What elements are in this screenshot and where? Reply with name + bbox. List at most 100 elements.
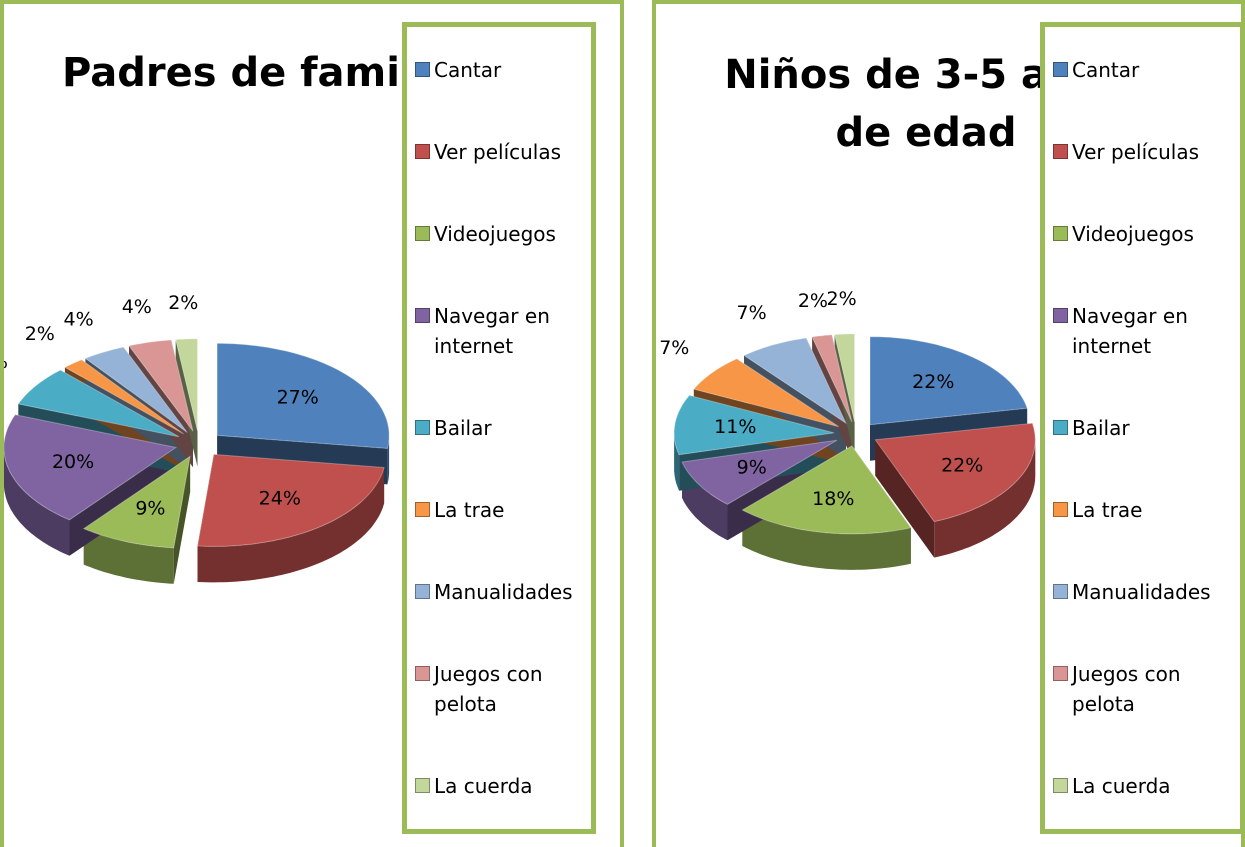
legend-label: La cuerda — [1072, 774, 1171, 798]
data-label: 2% — [25, 323, 55, 345]
legend-entry: Bailar — [415, 413, 587, 443]
legend-label: Manualidades — [434, 580, 573, 604]
legend-swatch — [415, 420, 430, 435]
legend-label: La trae — [1072, 498, 1143, 522]
pie-slice — [874, 422, 1036, 523]
slice-wall — [197, 467, 385, 583]
data-label: 9% — [737, 456, 767, 478]
data-label: 27% — [277, 387, 319, 409]
legend-entry: Ver películas — [1053, 137, 1236, 167]
legend-label: Bailar — [434, 416, 492, 440]
data-label: 24% — [259, 488, 301, 510]
pie-slice — [681, 439, 838, 505]
legend-label: Juegos con pelota — [1072, 662, 1181, 716]
legend-swatch — [415, 226, 430, 241]
data-label: 11% — [714, 416, 756, 438]
data-label: 9% — [135, 498, 165, 520]
slice-wall — [83, 528, 174, 584]
slice-wall — [742, 510, 911, 570]
legend-swatch — [415, 144, 430, 159]
data-label: 7% — [659, 337, 689, 359]
legend-label: Cantar — [1072, 58, 1140, 82]
data-label: 22% — [941, 455, 983, 477]
legend: Cantar Ver películas Videojuegos Navegar en… — [1040, 22, 1241, 834]
legend-swatch — [1053, 584, 1068, 599]
legend-entry: La cuerda — [415, 771, 587, 801]
legend-entry: Navegar en internet — [1053, 301, 1236, 361]
legend-swatch — [415, 308, 430, 323]
data-label: 2% — [798, 290, 828, 312]
legend-entry: Juegos con pelota — [415, 659, 587, 719]
pie-chart: 22% 22% 18% 9% 11% 7% 7% 2%2% — [659, 288, 1036, 570]
legend-swatch — [415, 778, 430, 793]
legend-swatch — [1053, 308, 1068, 323]
legend-entry: La trae — [415, 495, 587, 525]
legend-swatch — [1053, 666, 1068, 681]
legend-swatch — [1053, 420, 1068, 435]
legend-swatch — [1053, 144, 1068, 159]
legend-entry: Manualidades — [1053, 577, 1236, 607]
slice-side — [175, 339, 198, 467]
legend-label: Navegar en internet — [1072, 304, 1188, 358]
legend-swatch — [1053, 502, 1068, 517]
chart-title: Padres de familia — [62, 50, 455, 96]
legend-label: Manualidades — [1072, 580, 1211, 604]
legend-label: Juegos con pelota — [434, 662, 543, 716]
legend-entry: Cantar — [415, 55, 587, 85]
data-label: 20% — [52, 451, 94, 473]
pie-slice — [833, 333, 856, 423]
slice-side — [875, 439, 935, 558]
legend-entry: Navegar en internet — [415, 301, 587, 361]
legend-label: Ver películas — [1072, 140, 1200, 164]
legend-label: Bailar — [1072, 416, 1130, 440]
data-label: 7% — [737, 302, 767, 324]
legend-swatch — [415, 666, 430, 681]
chart-panel: 22% 22% 18% 9% 11% 7% 7% 2% 2% Niños de 3-5 años… — [652, 0, 1245, 847]
data-label: 4% — [64, 309, 94, 331]
legend-swatch — [1053, 778, 1068, 793]
legend-entry: Juegos con pelota — [1053, 659, 1236, 719]
pie-slice — [84, 346, 188, 433]
data-label: 4% — [122, 296, 152, 318]
pie-slice — [82, 455, 191, 549]
legend-entry: Manualidades — [415, 577, 587, 607]
legend-label: La cuerda — [434, 774, 533, 798]
legend-swatch — [415, 502, 430, 517]
chart-panel: 27%24%9%20%7%2%4%4%2% Padres de familia … — [0, 0, 624, 847]
pie-slice — [869, 336, 1028, 426]
legend-label: Navegar en internet — [434, 304, 550, 358]
pie-slice — [128, 339, 194, 432]
pie-slice — [741, 445, 912, 535]
legend-entry: Videojuegos — [415, 219, 587, 249]
data-label: 22% — [912, 371, 954, 393]
legend-label: Ver películas — [434, 140, 562, 164]
legend-swatch — [1053, 226, 1068, 241]
legend-entry: Cantar — [1053, 55, 1236, 85]
legend-label: La trae — [434, 498, 505, 522]
pie-slice — [63, 359, 184, 435]
legend: Cantar Ver películas Videojuegos Navegar en… — [402, 22, 596, 834]
legend-swatch — [1053, 62, 1068, 77]
legend-entry: La cuerda — [1053, 771, 1236, 801]
legend-swatch — [415, 584, 430, 599]
pie-slice — [175, 338, 198, 431]
slice-wall — [674, 432, 680, 491]
pie-slice — [4, 414, 178, 521]
pie-chart: 27% 24% 9% 20% 7% 2% 4% 4% 2% — [4, 292, 390, 584]
slice-wall — [934, 439, 1036, 558]
data-label: 18% — [812, 488, 854, 510]
slice-wall — [4, 450, 70, 556]
pie-slice — [742, 337, 848, 425]
slice-wall — [387, 435, 390, 485]
legend-swatch — [415, 62, 430, 77]
legend-label: Videojuegos — [434, 222, 556, 246]
data-label: 2% — [827, 288, 857, 310]
pie-slice — [17, 369, 180, 438]
legend-entry: Bailar — [1053, 413, 1236, 443]
legend-label: Cantar — [434, 58, 502, 82]
legend-entry: Ver películas — [415, 137, 587, 167]
pie-slice — [811, 334, 853, 423]
legend-label: Videojuegos — [1072, 222, 1194, 246]
legend-entry: Videojuegos — [1053, 219, 1236, 249]
